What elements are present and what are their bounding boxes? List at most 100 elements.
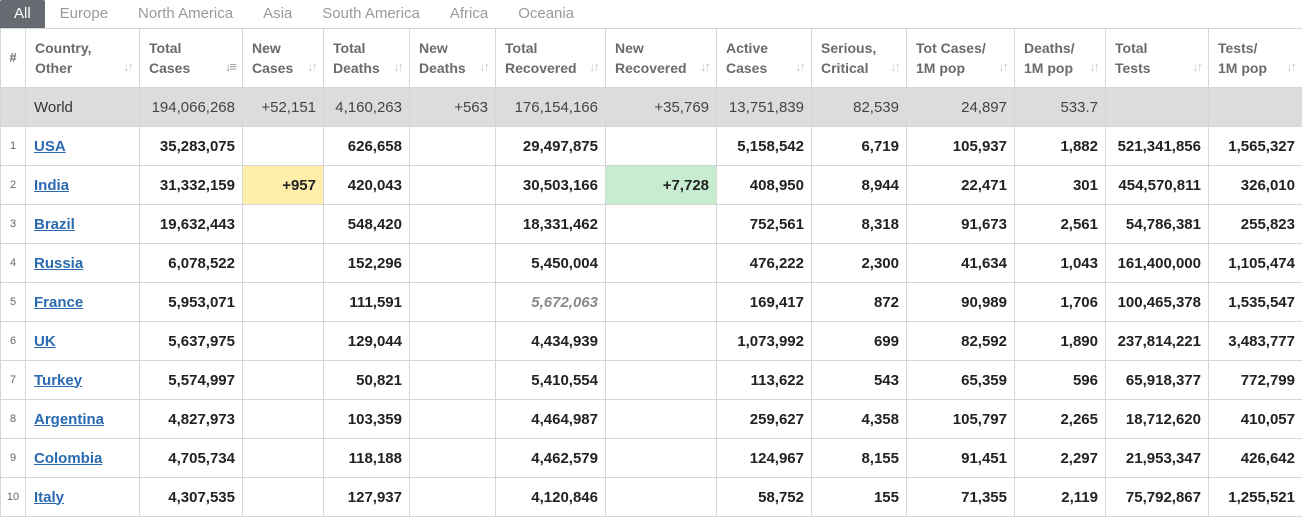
header-total-tests[interactable]: Total Tests ↓↑ bbox=[1105, 28, 1209, 88]
header-tests-per-1m[interactable]: Tests/1M pop ↓↑ bbox=[1208, 28, 1302, 88]
table-row: 7 Turkey 5,574,997 50,821 5,410,554 113,622 54… bbox=[0, 360, 1302, 400]
active-cases-cell: 58,752 bbox=[716, 477, 812, 517]
new-cases-cell bbox=[242, 477, 324, 517]
cases-per-1m-cell: 91,451 bbox=[906, 438, 1015, 478]
header-label-line1: New bbox=[252, 40, 281, 56]
cases-per-1m-cell: 91,673 bbox=[906, 204, 1015, 244]
rank-cell: 5 bbox=[0, 282, 26, 322]
header-label-line1: New bbox=[615, 40, 644, 56]
total-deaths-cell: 111,591 bbox=[323, 282, 410, 322]
deaths-per-1m-cell: 596 bbox=[1014, 360, 1106, 400]
header-label-line1: New bbox=[419, 40, 448, 56]
header-total-deaths[interactable]: Total Deaths ↓↑ bbox=[323, 28, 410, 88]
new-deaths-cell bbox=[409, 438, 496, 478]
new-cases-cell bbox=[242, 360, 324, 400]
tests-per-1m-cell: 1,535,547 bbox=[1208, 282, 1302, 322]
total-recovered-cell: 18,331,462 bbox=[495, 204, 606, 244]
total-deaths-cell: 118,188 bbox=[323, 438, 410, 478]
new-cases-cell bbox=[242, 282, 324, 322]
country-link[interactable]: Russia bbox=[34, 254, 84, 272]
tab-africa[interactable]: Africa bbox=[449, 5, 489, 22]
country-link[interactable]: France bbox=[34, 293, 84, 311]
tab-oceania[interactable]: Oceania bbox=[518, 5, 575, 22]
total-tests-cell: 18,712,620 bbox=[1105, 399, 1209, 439]
total-deaths-cell: 548,420 bbox=[323, 204, 410, 244]
header-label-line1: Total bbox=[1115, 40, 1148, 56]
country-link[interactable]: Colombia bbox=[34, 449, 103, 467]
country-cell: India bbox=[25, 165, 140, 205]
total-recovered-cell: 4,434,939 bbox=[495, 321, 606, 361]
tab-north-america[interactable]: North America bbox=[138, 5, 234, 22]
total-cases-cell: 5,637,975 bbox=[139, 321, 243, 361]
country-cell: Brazil bbox=[25, 204, 140, 244]
new-deaths-cell bbox=[409, 321, 496, 361]
new-recovered-cell bbox=[605, 438, 717, 478]
header-label-line2: Cases bbox=[726, 60, 768, 76]
cases-per-1m-cell: 71,355 bbox=[906, 477, 1015, 517]
tab-asia[interactable]: Asia bbox=[263, 5, 293, 22]
total-tests-cell: 161,400,000 bbox=[1105, 243, 1209, 283]
country-link[interactable]: Turkey bbox=[34, 371, 83, 389]
total-deaths-cell: 420,043 bbox=[323, 165, 410, 205]
header-cases-per-1m[interactable]: Tot Cases/1M pop ↓↑ bbox=[906, 28, 1015, 88]
country-link[interactable]: Argentina bbox=[34, 410, 105, 428]
new-recovered-cell bbox=[605, 126, 717, 166]
total-tests-cell: 54,786,381 bbox=[1105, 204, 1209, 244]
total-deaths-cell: 626,658 bbox=[323, 126, 410, 166]
header-new-recovered[interactable]: New Recovered ↓↑ bbox=[605, 28, 717, 88]
serious-critical-cell: 6,719 bbox=[811, 126, 907, 166]
header-label-line2: 1M pop bbox=[1218, 60, 1267, 76]
country-link[interactable]: Italy bbox=[34, 488, 65, 506]
country-link[interactable]: India bbox=[34, 176, 70, 194]
new-cases-cell bbox=[242, 438, 324, 478]
deaths-per-1m-cell: 1,882 bbox=[1014, 126, 1106, 166]
table-row: 6 UK 5,637,975 129,044 4,434,939 1,073,992 699… bbox=[0, 321, 1302, 361]
header-label: # bbox=[9, 50, 17, 65]
rank-cell: 3 bbox=[0, 204, 26, 244]
tab-south-america[interactable]: South America bbox=[322, 5, 420, 22]
country-link[interactable]: USA bbox=[34, 137, 66, 155]
header-label-line1: Serious, bbox=[821, 40, 877, 56]
new-recovered-cell bbox=[605, 399, 717, 439]
header-row: # Country, Other ↓↑ Total Cases ↓≡ New Cases ↓… bbox=[0, 28, 1302, 88]
header-active-cases[interactable]: Active Cases ↓↑ bbox=[716, 28, 812, 88]
total-cases-cell: 5,953,071 bbox=[139, 282, 243, 322]
country-cell: Turkey bbox=[25, 360, 140, 400]
header-country[interactable]: Country, Other ↓↑ bbox=[25, 28, 140, 88]
header-label-line1: Total bbox=[149, 40, 182, 56]
new-recovered-cell bbox=[605, 321, 717, 361]
table-row: 1 USA 35,283,075 626,658 29,497,875 5,158,542… bbox=[0, 126, 1302, 166]
total-recovered-cell: 4,464,987 bbox=[495, 399, 606, 439]
tab-europe[interactable]: Europe bbox=[59, 5, 109, 22]
header-deaths-per-1m[interactable]: Deaths/1M pop ↓↑ bbox=[1014, 28, 1106, 88]
country-link[interactable]: Brazil bbox=[34, 215, 75, 233]
header-total-cases[interactable]: Total Cases ↓≡ bbox=[139, 28, 243, 88]
deaths-per-1m-cell: 1,706 bbox=[1014, 282, 1106, 322]
sort-icon: ↓↑ bbox=[700, 59, 711, 74]
new-recovered-cell bbox=[605, 243, 717, 283]
rank-cell bbox=[0, 87, 26, 127]
sort-icon: ↓↑ bbox=[589, 59, 600, 74]
header-total-recovered[interactable]: Total Recovered ↓↑ bbox=[495, 28, 606, 88]
country-link[interactable]: UK bbox=[34, 332, 56, 350]
total-recovered-cell: 4,462,579 bbox=[495, 438, 606, 478]
header-new-deaths[interactable]: New Deaths ↓↑ bbox=[409, 28, 496, 88]
total-recovered-cell: 5,672,063 bbox=[495, 282, 606, 322]
country-cell: USA bbox=[25, 126, 140, 166]
new-deaths-cell bbox=[409, 243, 496, 283]
total-cases-cell: 6,078,522 bbox=[139, 243, 243, 283]
sort-icon: ↓↑ bbox=[1286, 59, 1297, 74]
total-tests-cell: 454,570,811 bbox=[1105, 165, 1209, 205]
new-cases-cell: +957 bbox=[242, 165, 324, 205]
total-deaths-cell: 4,160,263 bbox=[323, 87, 410, 127]
total-cases-cell: 35,283,075 bbox=[139, 126, 243, 166]
total-tests-cell: 75,792,867 bbox=[1105, 477, 1209, 517]
header-serious-critical[interactable]: Serious, Critical ↓↑ bbox=[811, 28, 907, 88]
tests-per-1m-cell: 3,483,777 bbox=[1208, 321, 1302, 361]
tab-all[interactable]: All bbox=[0, 0, 45, 28]
header-new-cases[interactable]: New Cases ↓↑ bbox=[242, 28, 324, 88]
rank-cell: 8 bbox=[0, 399, 26, 439]
header-label-line2: Recovered bbox=[505, 60, 577, 76]
total-recovered-cell: 5,410,554 bbox=[495, 360, 606, 400]
table-row: 4 Russia 6,078,522 152,296 5,450,004 476,222 2… bbox=[0, 243, 1302, 283]
